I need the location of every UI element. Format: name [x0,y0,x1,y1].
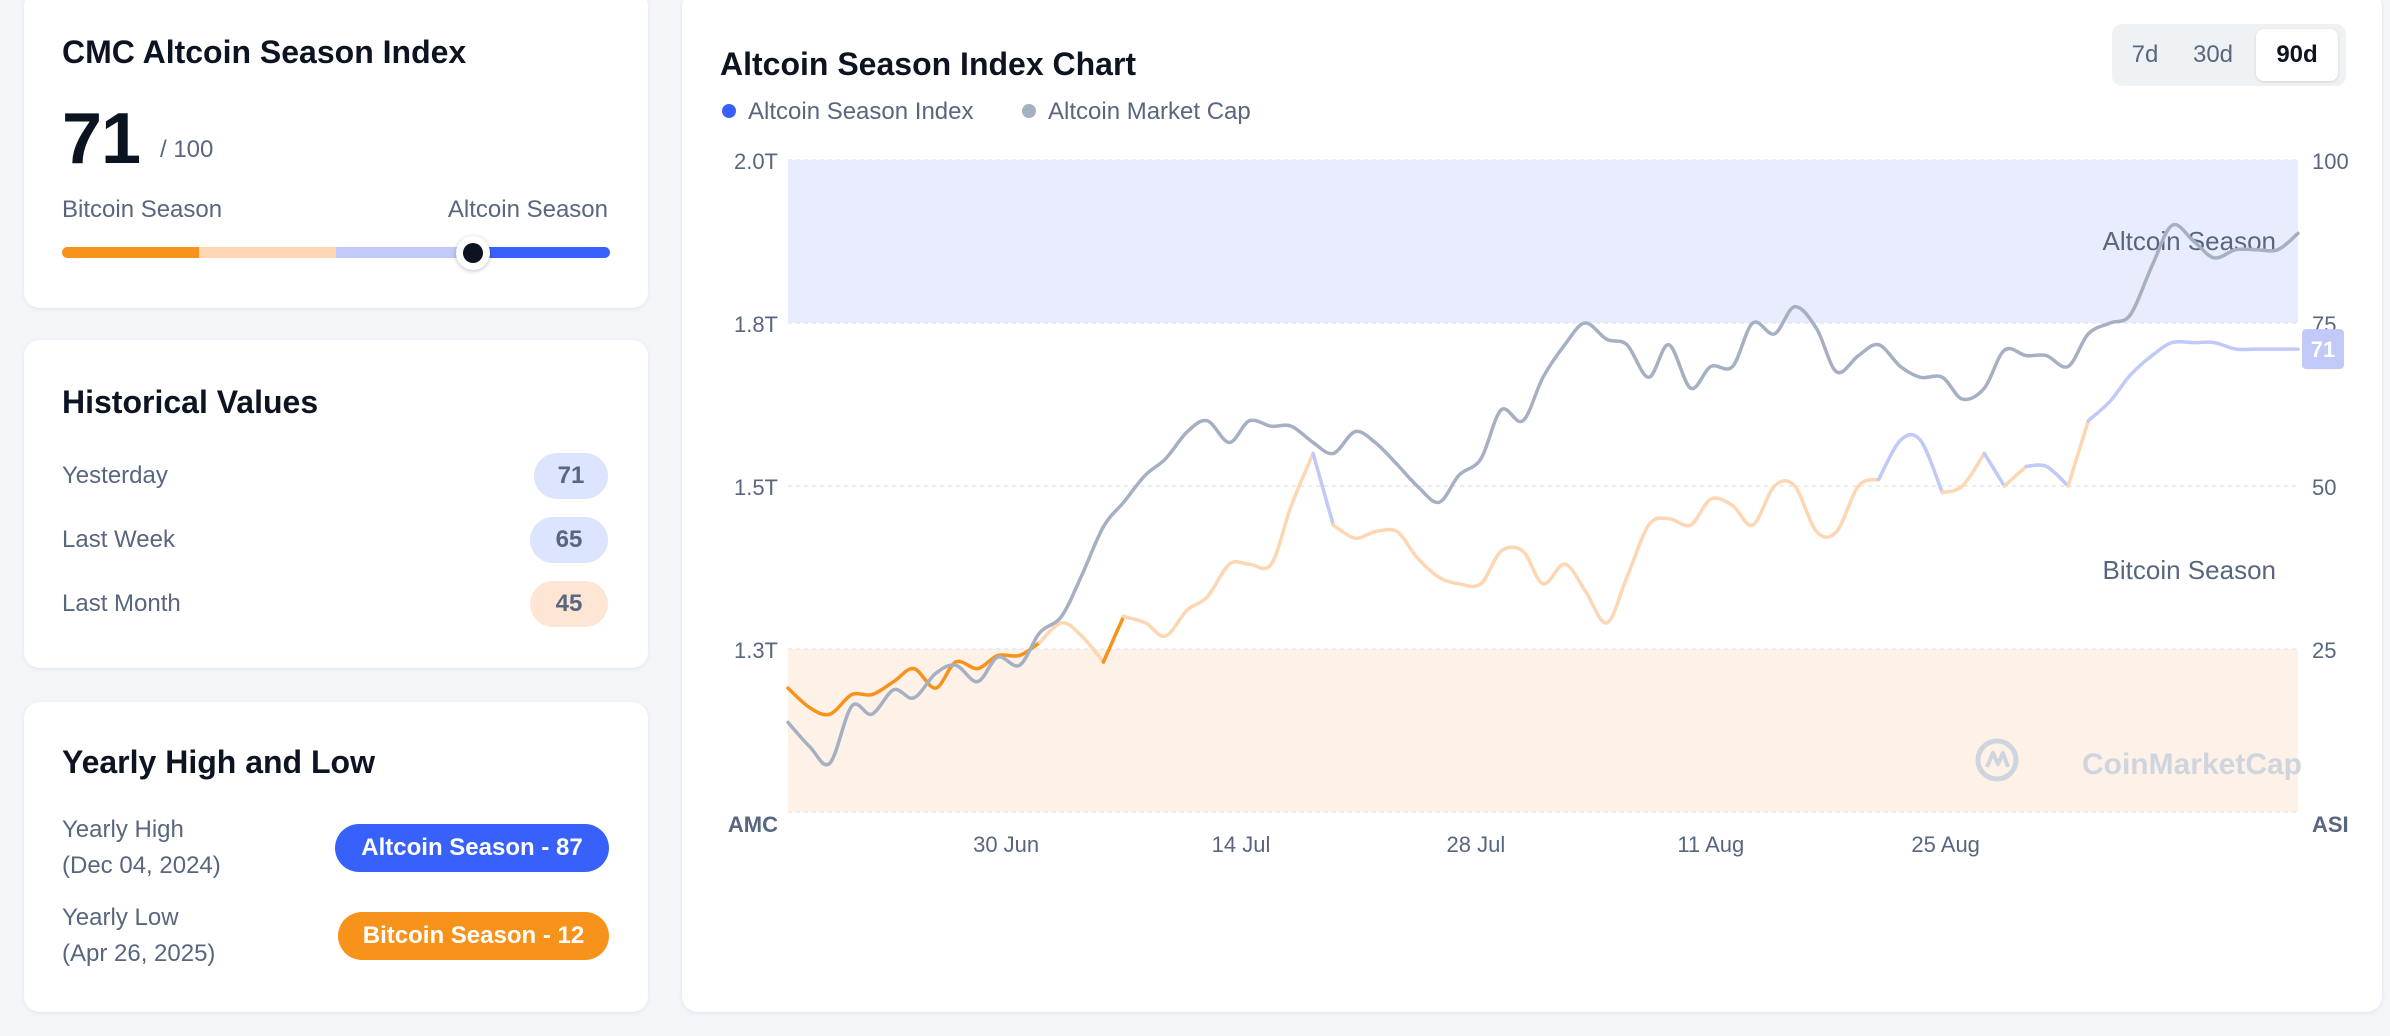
altcoin-season-label: Altcoin Season [447,196,608,223]
x-tick-label: 30 Jun [973,832,1039,857]
zone-altcoin [788,160,2298,323]
tab-30d[interactable]: 30d [2192,41,2234,68]
yearly-high-badge: Altcoin Season - 87 [335,824,609,872]
bitcoin-season-label: Bitcoin Season [62,196,223,223]
zone-bitcoin [788,649,2298,812]
zone-label-bitcoin: Bitcoin Season [2103,555,2276,585]
chart-card: Altcoin Season Index Chart Altcoin Seaso… [682,0,2382,1012]
last-week-value: 65 [530,517,608,563]
index-line-segment [2066,419,2091,488]
last-month-label: Last Month [62,590,181,617]
x-axis-end-label: ASI [2312,812,2349,837]
index-line-segment [1121,451,1315,638]
last-month-value: 45 [530,581,608,627]
index-line-segment [1982,451,2007,488]
timeframe-tabs: 7d 30d 90d [2112,24,2346,86]
index-max: / 100 [160,136,214,163]
yearly-high-date: (Dec 04, 2024) [62,852,221,879]
legend-altcoin-season-index: Altcoin Season Index [722,98,973,126]
scale-segment-1 [62,247,199,258]
yearly-low-date: (Apr 26, 2025) [62,940,216,967]
last-week-label: Last Week [62,526,175,553]
scale-segment-2 [199,247,336,258]
y-right-tick: 50 [2312,475,2336,500]
yesterday-label: Yesterday [62,462,168,489]
tab-90d[interactable]: 90d [2256,29,2338,81]
yesterday-value: 71 [534,453,608,499]
historical-values-title: Historical Values [62,384,319,420]
yearly-low-label: Yearly Low [62,904,179,931]
last-value-label: 71 [2311,337,2335,362]
index-line-segment [1876,432,1945,495]
x-tick-label: 11 Aug [1677,832,1744,857]
index-card: CMC Altcoin Season Index 71 / 100 Bitcoi… [24,0,648,308]
x-tick-label: 28 Jul [1447,832,1506,857]
last-value-badge [2302,329,2344,370]
scale-segment-3 [336,247,473,258]
chart-title: Altcoin Season Index Chart [720,46,1137,82]
index-line-segment [2002,464,2028,488]
index-line-segment [2086,339,2300,423]
index-line-segment [1331,477,1881,625]
index-line-segment [1311,451,1336,527]
y-left-tick: 1.3T [734,638,778,663]
index-line-segment [1101,614,1126,664]
index-position-marker [456,236,490,270]
scale-segment-4 [473,247,610,258]
yearly-low-badge: Bitcoin Season - 12 [338,912,609,960]
tab-7d[interactable]: 7d [2131,41,2159,68]
index-card-title: CMC Altcoin Season Index [62,34,467,70]
legend-label-marketcap: Altcoin Market Cap [1048,98,1251,125]
legend-dot-blue [722,104,736,118]
y-left-tick: 1.5T [734,475,778,500]
yearly-high-label: Yearly High [62,816,184,843]
altcoin-season-chart: Altcoin Season Bitcoin Season CoinMarketC… [728,149,2349,857]
y-left-tick: 1.8T [734,312,778,337]
index-line-segment [1037,621,1106,664]
market-cap-line [786,222,2300,767]
legend-altcoin-market-cap: Altcoin Market Cap [1022,98,1251,126]
index-line-segment [1940,451,1987,495]
legend-dot-gray [1022,104,1036,118]
x-tick-label: 14 Jul [1212,832,1271,857]
y-right-tick: 25 [2312,638,2336,663]
x-tick-label: 25 Aug [1911,832,1980,857]
watermark-text: CoinMarketCap [2082,748,2302,781]
y-right-tick: 100 [2312,149,2349,174]
index-value: 71 [62,99,141,179]
coinmarketcap-watermark: CoinMarketCap [1975,738,2302,782]
zone-label-altcoin: Altcoin Season [2103,226,2276,256]
legend-label-index: Altcoin Season Index [748,98,974,125]
index-line-segment [2024,463,2070,488]
y-left-tick: 2.0T [734,149,778,174]
historical-values-card: Historical Values Yesterday 71 Last Week… [24,340,648,668]
yearly-title: Yearly High and Low [62,744,375,780]
yearly-high-low-card: Yearly High and Low Yearly High (Dec 04,… [24,702,648,1012]
x-axis-start-label: AMC [728,812,778,837]
